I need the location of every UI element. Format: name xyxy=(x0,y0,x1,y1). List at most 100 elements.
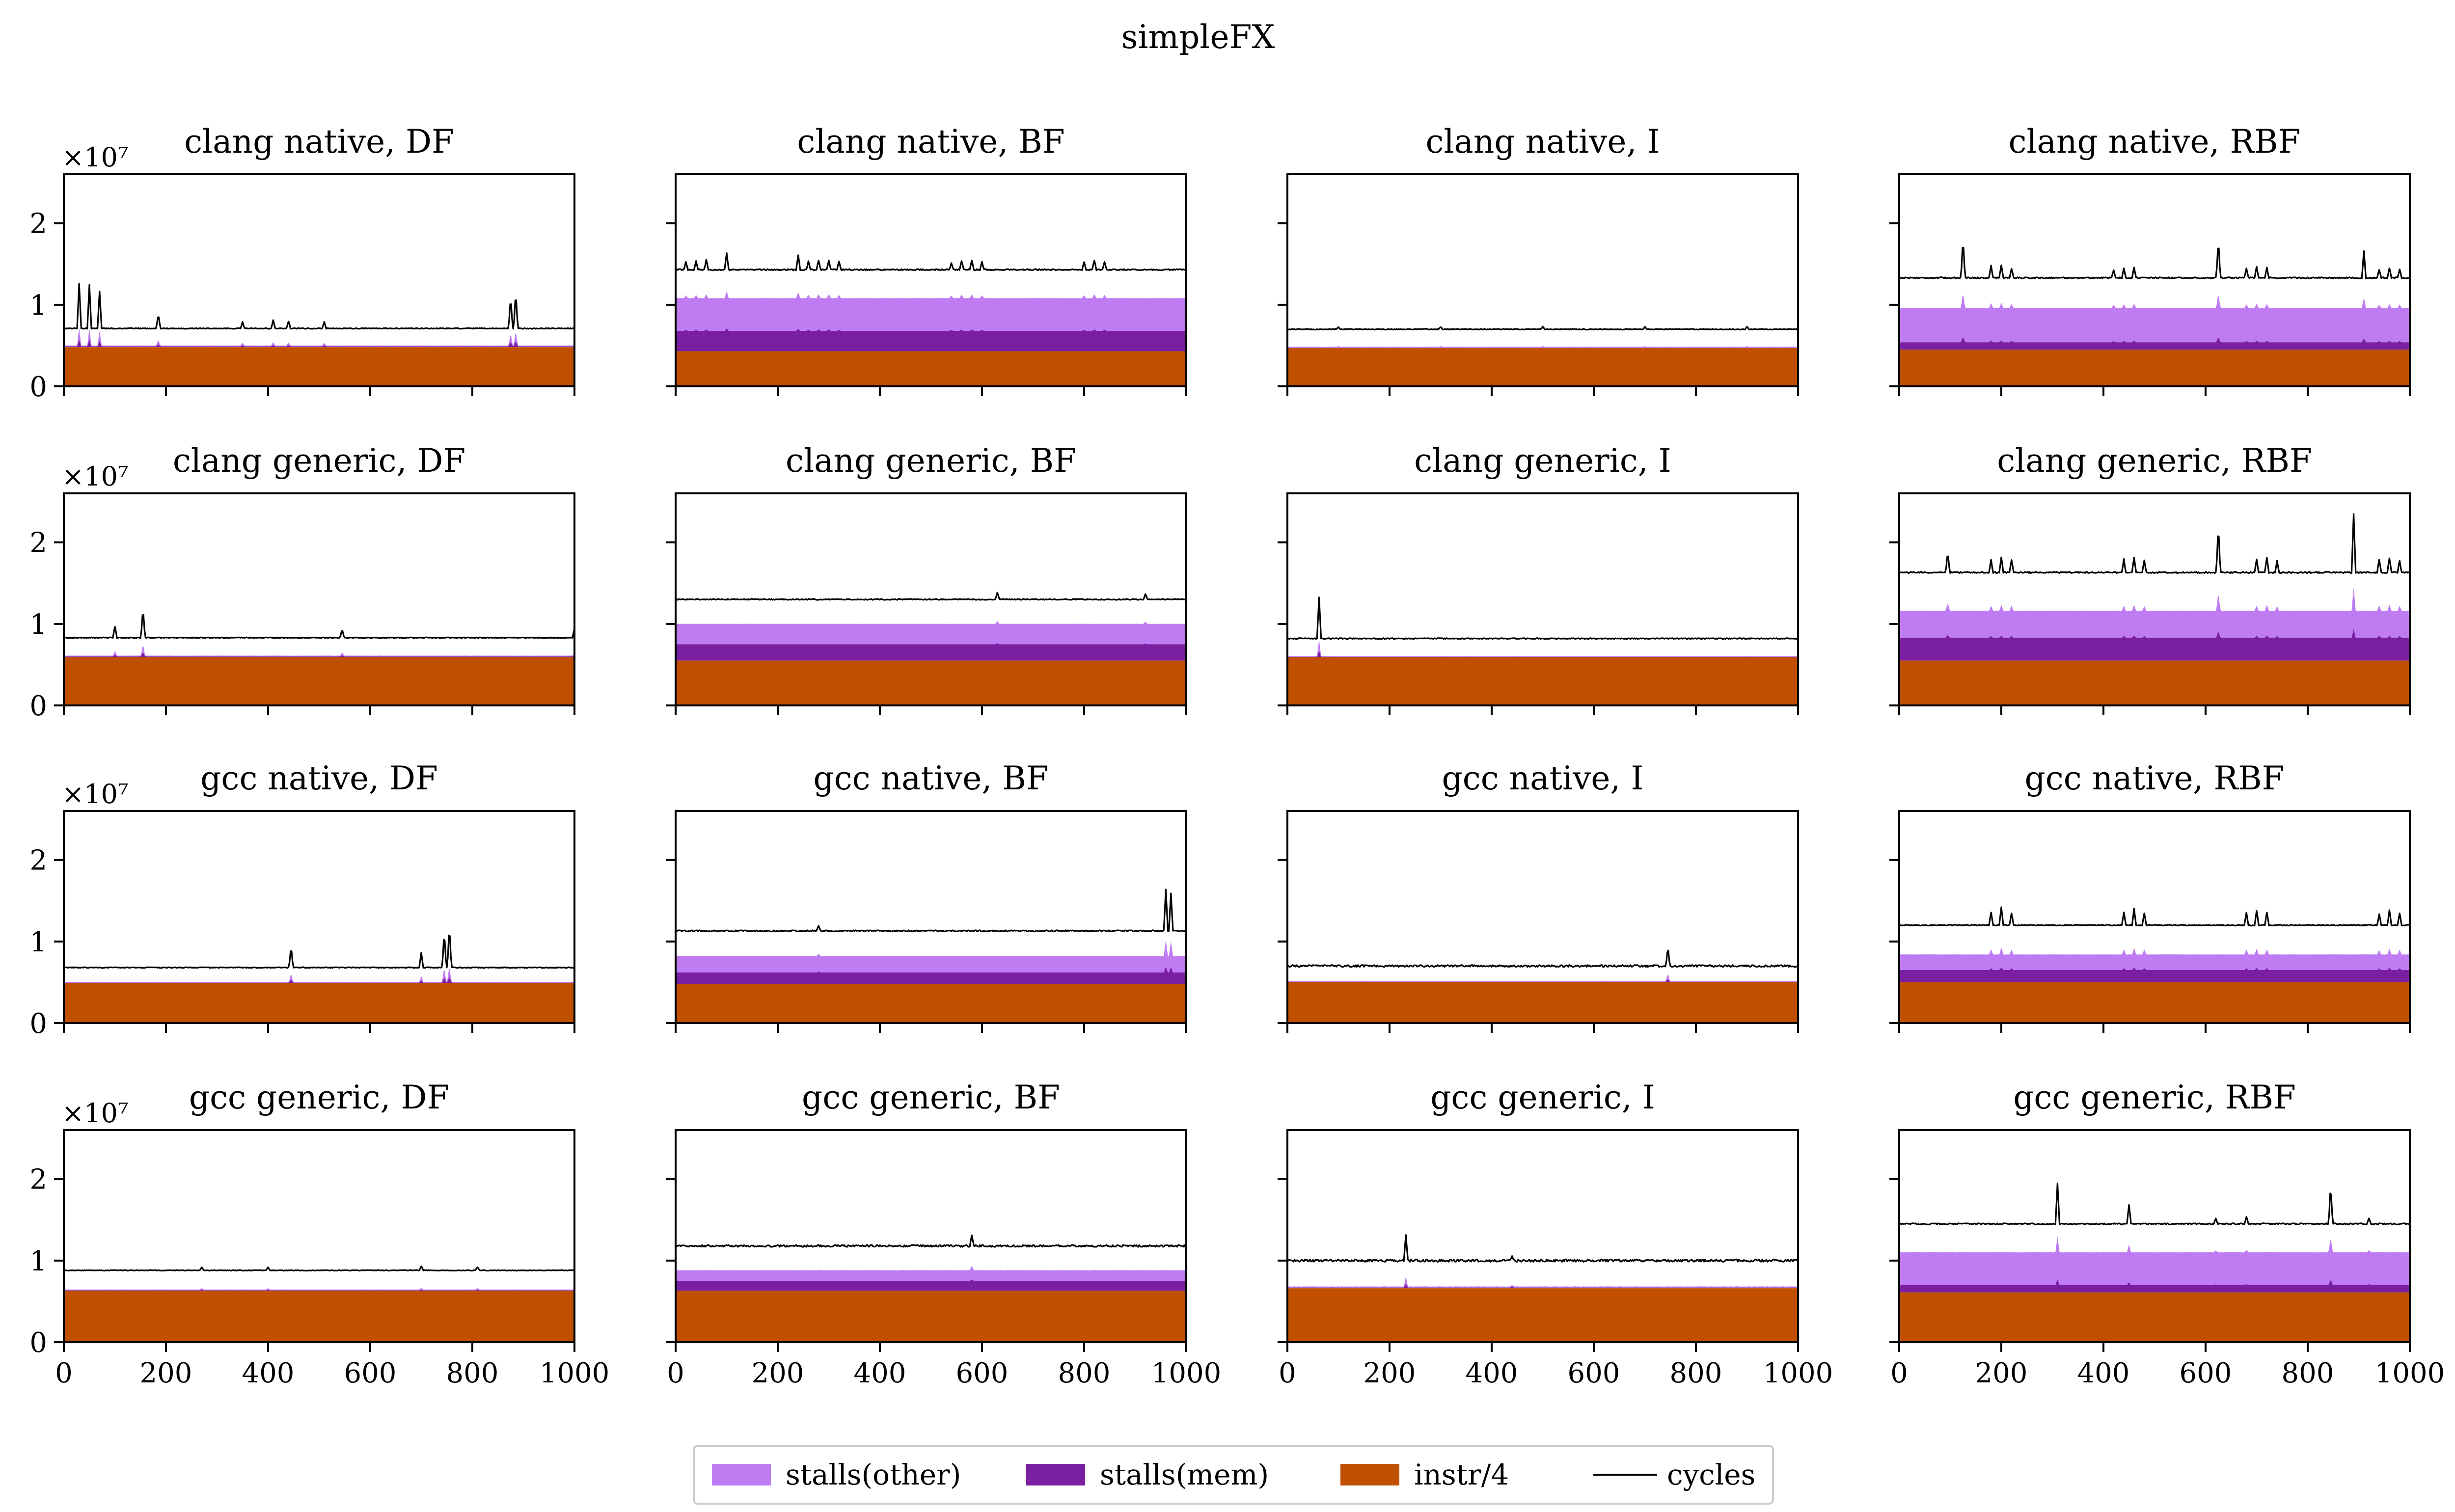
area-instr xyxy=(1287,348,1798,386)
plot-area xyxy=(1899,1183,2410,1342)
axes-frame xyxy=(1286,492,1799,706)
area-stalls-other xyxy=(676,940,1186,972)
area-stalls-mem xyxy=(676,643,1186,661)
panel-gcc-generic-i: gcc generic, I 0 200 400 600 800 1000 xyxy=(1278,1079,1833,1389)
plot-area xyxy=(1287,596,1798,705)
legend-swatch xyxy=(1340,1464,1399,1485)
area-instr xyxy=(1287,1288,1798,1342)
y-tick-label: 0 xyxy=(29,1327,47,1359)
x-tick-label: 1000 xyxy=(540,1357,610,1389)
panel-title: clang generic, I xyxy=(1414,442,1671,480)
y-tick-label: 1 xyxy=(29,1245,47,1277)
line-cycles xyxy=(1287,596,1798,640)
area-stalls-other xyxy=(1287,974,1798,982)
y-tick-label: 0 xyxy=(29,690,47,722)
plot-area xyxy=(64,614,574,705)
line-cycles xyxy=(64,1265,574,1271)
line-cycles xyxy=(1287,1234,1798,1263)
x-tick-label: 0 xyxy=(55,1357,73,1389)
line-cycles xyxy=(1287,325,1798,331)
x-tick-label: 400 xyxy=(2077,1357,2130,1389)
area-stalls-mem xyxy=(1287,1284,1798,1289)
panel-title: gcc generic, I xyxy=(1430,1079,1655,1116)
legend-swatch xyxy=(1026,1464,1085,1485)
axes-frame xyxy=(1286,173,1799,387)
area-stalls-other xyxy=(1287,346,1798,348)
area-stalls-mem xyxy=(676,328,1186,351)
axes-frame xyxy=(1898,810,2411,1024)
area-instr xyxy=(676,984,1186,1023)
plot-area xyxy=(1899,513,2410,705)
panel-gcc-native-df: gcc native, DF 0 1 2 ×10⁷ xyxy=(29,759,575,1040)
x-tick-label: 800 xyxy=(1058,1357,1111,1389)
x-tick-label: 600 xyxy=(2180,1357,2232,1389)
legend-swatch xyxy=(712,1464,771,1485)
plot-area xyxy=(676,1234,1186,1342)
plot-area xyxy=(64,283,574,386)
area-stalls-other xyxy=(1899,947,2410,970)
panel-clang-native-rbf: clang native, RBF xyxy=(1889,123,2411,396)
y-tick-label: 2 xyxy=(29,208,47,240)
panel-title: clang generic, DF xyxy=(173,442,465,480)
panel-title: gcc generic, BF xyxy=(802,1079,1060,1116)
plot-area xyxy=(1287,325,1798,386)
line-cycles xyxy=(1899,906,2410,927)
line-cycles xyxy=(1899,513,2410,574)
area-stalls-other xyxy=(676,621,1186,645)
panel-clang-generic-bf: clang generic, BF xyxy=(666,442,1187,715)
line-cycles xyxy=(64,934,574,969)
area-stalls-mem xyxy=(64,339,574,348)
panel-clang-native-i: clang native, I xyxy=(1278,123,1799,396)
area-stalls-mem xyxy=(1287,979,1798,982)
y-scale-label: ×10⁷ xyxy=(62,461,129,492)
x-tick-label: 200 xyxy=(140,1357,192,1389)
axes-frame xyxy=(1898,173,2411,387)
area-stalls-mem xyxy=(676,1279,1186,1291)
x-tick-label: 400 xyxy=(854,1357,906,1389)
line-cycles xyxy=(64,283,574,330)
plot-area xyxy=(1899,906,2410,1023)
x-tick-label: 400 xyxy=(1466,1357,1518,1389)
y-tick-label: 1 xyxy=(29,290,47,322)
y-scale-label: ×10⁷ xyxy=(62,142,129,173)
axes-frame xyxy=(63,1129,575,1343)
x-tick-label: 600 xyxy=(344,1357,397,1389)
area-instr xyxy=(64,347,574,386)
plot-area xyxy=(676,592,1186,705)
area-instr xyxy=(1899,1292,2410,1342)
panel-title: gcc generic, DF xyxy=(189,1079,449,1116)
plot-area xyxy=(64,934,574,1023)
x-tick-label: 800 xyxy=(2282,1357,2334,1389)
axes-frame xyxy=(63,492,575,706)
axes-frame xyxy=(63,173,575,387)
x-tick-label: 800 xyxy=(1670,1357,1722,1389)
panel-title: gcc native, DF xyxy=(200,759,438,797)
plot-area xyxy=(1899,246,2410,386)
axes-frame xyxy=(1286,1129,1799,1343)
x-tick-label: 600 xyxy=(1568,1357,1620,1389)
area-stalls-other xyxy=(1899,296,2410,343)
plot-area xyxy=(1287,1234,1798,1342)
legend-entry-instr-4: instr/4 xyxy=(1340,1458,1509,1491)
plot-area xyxy=(676,889,1186,1023)
area-instr xyxy=(64,983,574,1023)
axes-frame xyxy=(675,810,1187,1024)
area-instr xyxy=(676,1291,1186,1342)
panel-title: clang generic, RBF xyxy=(1997,442,2312,480)
panel-clang-generic-i: clang generic, I xyxy=(1278,442,1799,715)
area-instr xyxy=(676,660,1186,705)
area-stalls-mem xyxy=(64,653,574,657)
area-instr xyxy=(1287,982,1798,1023)
panel-clang-native-bf: clang native, BF xyxy=(666,123,1187,396)
x-tick-label: 1000 xyxy=(2375,1357,2445,1389)
panel-title: clang generic, BF xyxy=(786,442,1076,480)
plot-area xyxy=(676,252,1186,386)
panel-clang-native-df: clang native, DF 0 1 2 ×10⁷ xyxy=(29,123,575,403)
area-instr xyxy=(1899,982,2410,1023)
legend-entry-cycles: cycles xyxy=(1593,1458,1755,1491)
plot-area xyxy=(1287,949,1798,1023)
axes-frame xyxy=(1898,1129,2411,1343)
legend-label: cycles xyxy=(1667,1458,1755,1491)
x-tick-label: 800 xyxy=(446,1357,499,1389)
y-tick-label: 2 xyxy=(29,1164,47,1196)
